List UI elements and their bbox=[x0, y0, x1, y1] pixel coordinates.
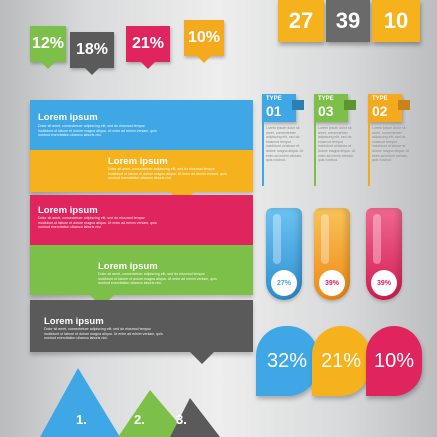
ribbon-gray: Lorem ipsum Dolor sit amet, consectetuer… bbox=[30, 300, 253, 364]
circle-tag: 10% bbox=[366, 326, 422, 396]
type-label: TYPE bbox=[266, 96, 282, 102]
type-bar bbox=[262, 118, 264, 186]
type-label: TYPE bbox=[318, 96, 334, 102]
ribbon-green: Lorem ipsum Dolor sit amet, consectetuer… bbox=[30, 245, 253, 307]
percent-tag: 21% bbox=[126, 26, 170, 69]
type-number: 02 bbox=[372, 103, 388, 119]
percent-tag-label: 10% bbox=[187, 29, 221, 46]
pill-gloss bbox=[273, 214, 281, 264]
circle-tag-label: 10% bbox=[373, 349, 415, 372]
percent-tag-label: 18% bbox=[75, 41, 109, 58]
type-fold bbox=[292, 100, 304, 110]
type-text: Lorem ipsum dolor sit amet, consectetuer… bbox=[318, 126, 356, 163]
triangle-number: 1. bbox=[76, 412, 87, 427]
circle-tag: 32% bbox=[256, 326, 318, 396]
number-square: 39 bbox=[326, 0, 370, 42]
type-text: Lorem ipsum dolor sit amet, consectetuer… bbox=[266, 126, 304, 163]
percent-tag: 12% bbox=[30, 26, 66, 69]
circle-tag: 21% bbox=[312, 326, 370, 396]
type-bar bbox=[368, 118, 370, 186]
percent-tag-label: 12% bbox=[31, 35, 65, 52]
ribbon-text: Dolor sit amet, consectetuer adipiscing … bbox=[108, 167, 227, 181]
type-fold bbox=[398, 100, 410, 110]
type-header: TYPE 01 bbox=[262, 94, 304, 122]
percent-tag: 18% bbox=[70, 32, 114, 75]
pill-label: 39% bbox=[319, 270, 345, 296]
ribbon-text: Dolor sit amet, consectetuer adipiscing … bbox=[38, 124, 157, 138]
triangle-green bbox=[118, 390, 190, 437]
ribbon-text: Dolor sit amet, consectetuer adipiscing … bbox=[98, 272, 217, 286]
triangle-number: 3. bbox=[176, 412, 187, 427]
circle-tag-label: 21% bbox=[320, 349, 362, 372]
type-number: 01 bbox=[266, 103, 282, 119]
type-header: TYPE 02 bbox=[368, 94, 410, 122]
ribbon-notch bbox=[190, 352, 214, 364]
pill-gauge: 27% bbox=[266, 208, 302, 300]
ribbon-text: Dolor sit amet, consectetuer adipiscing … bbox=[44, 327, 163, 341]
number-square-label: 10 bbox=[383, 8, 409, 33]
ribbon-title: Lorem ipsum bbox=[44, 316, 104, 327]
pill-gauge: 39% bbox=[366, 208, 402, 300]
percent-tag: 10% bbox=[184, 20, 224, 63]
ribbon-blue: Lorem ipsum Dolor sit amet, consectetuer… bbox=[30, 100, 253, 162]
type-fold bbox=[344, 100, 356, 110]
circle-tag-label: 32% bbox=[266, 349, 308, 372]
type-number: 03 bbox=[318, 103, 334, 119]
type-label: TYPE bbox=[372, 96, 388, 102]
type-bar bbox=[314, 118, 316, 186]
triangle-number: 2. bbox=[134, 412, 145, 427]
pill-gloss bbox=[321, 214, 329, 264]
number-square: 10 bbox=[372, 0, 420, 42]
pill-gauge: 39% bbox=[314, 208, 350, 300]
ribbon-yellow: Lorem ipsum Dolor sit amet, consectetuer… bbox=[30, 150, 253, 204]
type-header: TYPE 03 bbox=[314, 94, 356, 122]
ribbon-title: Lorem ipsum bbox=[98, 261, 158, 272]
triangle-blue bbox=[40, 368, 120, 437]
pill-label: 39% bbox=[371, 270, 397, 296]
ribbon-red: Lorem ipsum Dolor sit amet, consectetuer… bbox=[30, 195, 253, 257]
ribbon-title: Lorem ipsum bbox=[108, 156, 168, 167]
percent-tag-label: 21% bbox=[131, 35, 165, 52]
triangle-shapes bbox=[40, 368, 220, 437]
type-text: Lorem ipsum dolor sit amet, consectetuer… bbox=[372, 126, 410, 163]
number-square-label: 39 bbox=[335, 8, 361, 33]
ribbon-title: Lorem ipsum bbox=[38, 205, 98, 216]
pill-label: 27% bbox=[271, 270, 297, 296]
ribbon-title: Lorem ipsum bbox=[38, 112, 98, 123]
number-square-label: 27 bbox=[288, 8, 314, 33]
pill-gloss bbox=[373, 214, 381, 264]
ribbon-text: Dolor sit amet, consectetuer adipiscing … bbox=[38, 216, 157, 230]
triangle-gray bbox=[170, 398, 220, 437]
number-square: 27 bbox=[278, 0, 324, 42]
